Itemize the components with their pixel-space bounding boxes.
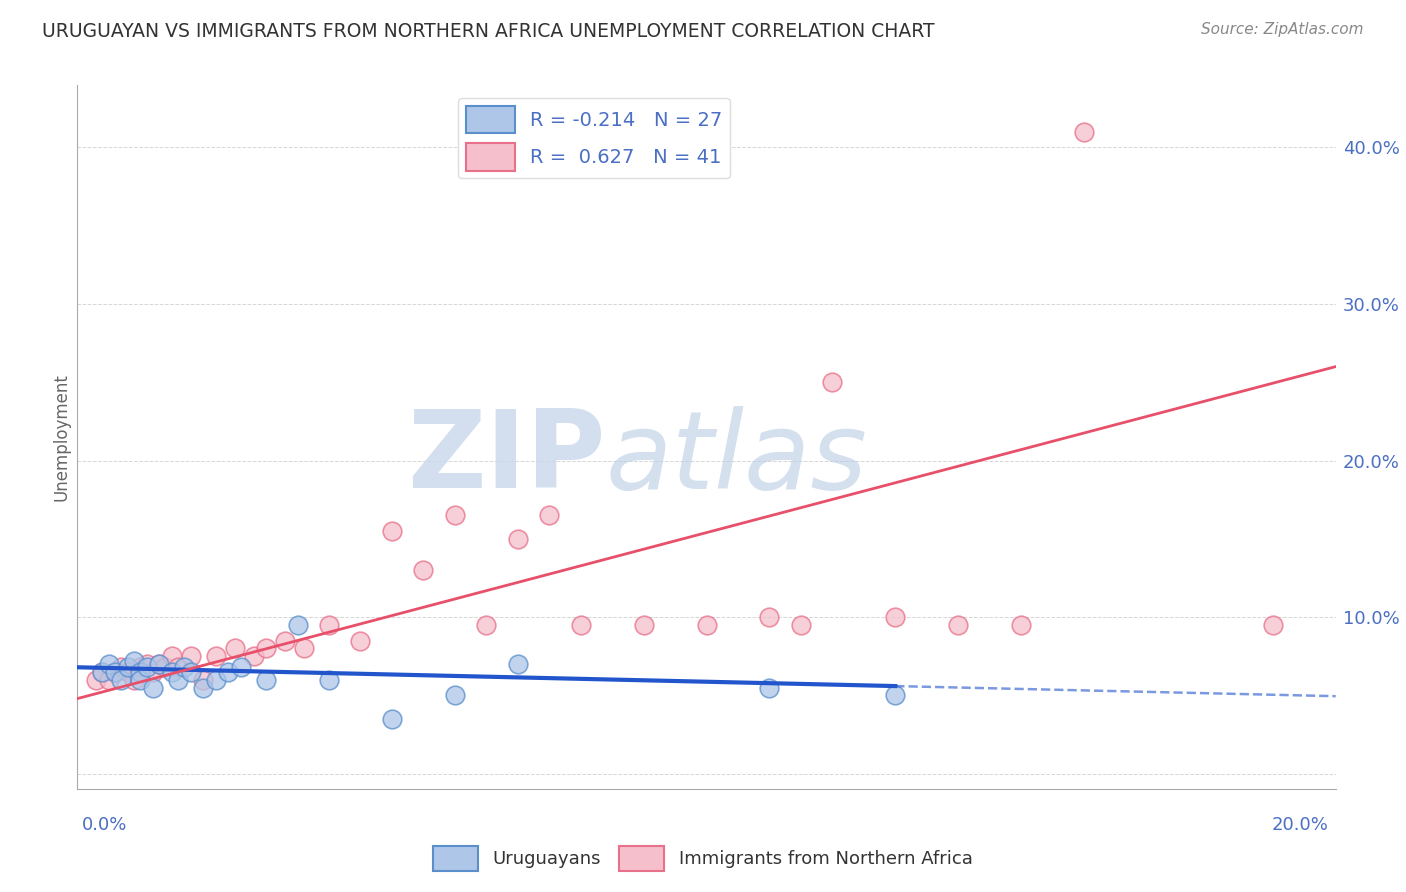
Legend: Uruguayans, Immigrants from Northern Africa: Uruguayans, Immigrants from Northern Afr… (426, 838, 980, 879)
Point (790, 618, 813, 632)
Point (696, 618, 718, 632)
Point (224, 641, 246, 656)
Point (475, 618, 498, 632)
Point (97, 657, 120, 672)
Point (135, 657, 157, 672)
Point (142, 681, 165, 695)
Point (84, 673, 107, 687)
Point (884, 610, 907, 624)
Point (104, 665, 127, 679)
Point (167, 673, 190, 687)
Text: 0.0%: 0.0% (82, 816, 127, 834)
Point (129, 660, 152, 674)
Point (191, 673, 215, 687)
Point (948, 618, 970, 632)
Point (444, 508, 467, 523)
Point (254, 641, 277, 656)
Point (884, 689, 907, 703)
Text: 20.0%: 20.0% (1272, 816, 1329, 834)
Point (287, 618, 309, 632)
Point (117, 660, 139, 674)
Point (148, 657, 170, 672)
Point (155, 660, 177, 674)
Text: ZIP: ZIP (408, 405, 606, 511)
Point (180, 649, 202, 664)
Point (633, 618, 655, 632)
Point (148, 657, 170, 672)
Point (160, 649, 183, 664)
Point (91, 665, 114, 679)
Point (122, 673, 145, 687)
Point (180, 665, 202, 679)
Point (122, 654, 145, 668)
Point (242, 649, 264, 664)
Point (569, 618, 592, 632)
Point (292, 641, 315, 656)
Point (173, 660, 195, 674)
Point (274, 633, 297, 648)
Point (821, 376, 844, 390)
Point (142, 665, 165, 679)
Point (758, 681, 780, 695)
Legend: R = -0.214   N = 27, R =  0.627   N = 41: R = -0.214 N = 27, R = 0.627 N = 41 (458, 98, 730, 178)
Point (97, 673, 120, 687)
Text: atlas: atlas (606, 406, 868, 511)
Point (117, 665, 139, 679)
Point (506, 532, 529, 546)
Text: URUGUAYAN VS IMMIGRANTS FROM NORTHERN AFRICA UNEMPLOYMENT CORRELATION CHART: URUGUAYAN VS IMMIGRANTS FROM NORTHERN AF… (42, 22, 935, 41)
Point (412, 563, 434, 577)
Point (104, 665, 127, 679)
Point (381, 524, 404, 538)
Point (160, 665, 183, 679)
Point (191, 681, 215, 695)
Point (110, 660, 132, 674)
Point (91, 665, 114, 679)
Point (204, 649, 226, 664)
Point (229, 660, 252, 674)
Point (1261, 618, 1284, 632)
Point (1010, 618, 1032, 632)
Point (381, 712, 404, 726)
Point (1073, 125, 1095, 139)
Point (167, 660, 190, 674)
Text: Source: ZipAtlas.com: Source: ZipAtlas.com (1201, 22, 1364, 37)
Point (349, 633, 371, 648)
Point (254, 673, 277, 687)
Point (204, 673, 226, 687)
Point (217, 665, 239, 679)
Point (758, 610, 780, 624)
Point (129, 665, 152, 679)
Point (506, 657, 529, 672)
Point (129, 673, 152, 687)
Point (538, 508, 561, 523)
Point (110, 673, 132, 687)
Point (318, 673, 340, 687)
Y-axis label: Unemployment: Unemployment (52, 373, 70, 501)
Point (318, 618, 340, 632)
Point (444, 689, 467, 703)
Point (135, 660, 157, 674)
